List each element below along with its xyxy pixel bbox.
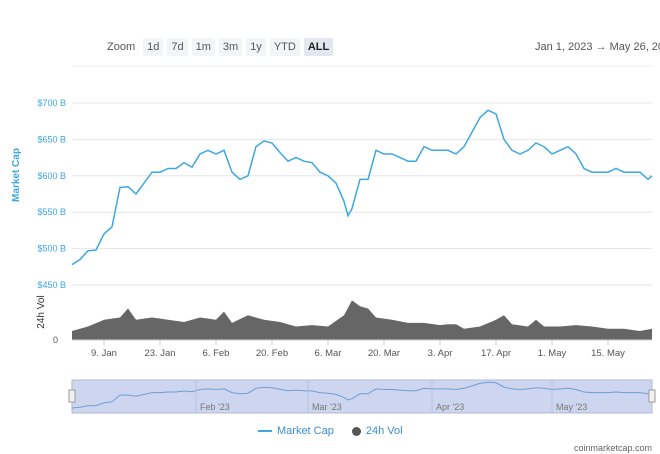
y-tick-label: $450 B — [37, 280, 66, 290]
line-icon — [258, 430, 272, 432]
x-tick-label: 1. May — [538, 348, 567, 359]
navigator-label: May '23 — [556, 402, 587, 412]
navigator-handle-left[interactable] — [68, 389, 76, 403]
legend-market-cap-label: Market Cap — [277, 425, 334, 437]
y-tick-label: $700 B — [37, 98, 66, 108]
legend-market-cap[interactable]: Market Cap — [258, 425, 334, 437]
x-tick-label: 23. Jan — [144, 348, 175, 359]
y-tick-label: $500 B — [37, 244, 66, 254]
legend-vol-label: 24h Vol — [365, 425, 403, 437]
zoom-ytd-button[interactable]: YTD — [269, 38, 300, 56]
y-axis-label: Market Cap — [11, 148, 22, 202]
y-tick-label: $600 B — [37, 171, 66, 181]
range-from[interactable]: Jan 1, 2023 — [535, 41, 593, 53]
navigator-window — [71, 379, 653, 414]
zoom-7d-button[interactable]: 7d — [167, 38, 188, 56]
x-tick-label: 20. Mar — [368, 348, 400, 359]
legend-24h-vol[interactable]: 24h Vol — [351, 425, 403, 437]
vol-axis-label: 24h Vol — [36, 295, 47, 328]
navigator-label: Feb '23 — [200, 402, 230, 412]
zoom-1m-button[interactable]: 1m — [191, 38, 215, 56]
navigator-handle-right[interactable] — [648, 389, 656, 403]
volume-area — [72, 300, 652, 340]
x-tick-label: 6. Feb — [203, 348, 230, 359]
x-tick-label: 3. Apr — [428, 348, 453, 359]
zoom-1d-button[interactable]: 1d — [143, 38, 164, 56]
x-tick-label: 15. May — [591, 348, 625, 359]
circle-icon — [351, 426, 361, 436]
vol-tick-label: 0 — [53, 335, 58, 345]
market-cap-line — [71, 109, 653, 266]
x-tick-label: 20. Feb — [256, 348, 288, 359]
zoom-label: Zoom — [107, 41, 136, 53]
navigator-label: Apr '23 — [436, 402, 464, 412]
legend: Market Cap 24h Vol — [258, 425, 403, 437]
zoom-all-button[interactable]: ALL — [303, 38, 334, 56]
navigator-label: Mar '23 — [312, 402, 342, 412]
x-tick-label: 17. Apr — [481, 348, 511, 359]
date-range: Jan 1, 2023 → May 26, 2023 — [535, 41, 660, 53]
x-tick-label: 9. Jan — [91, 348, 117, 359]
range-to[interactable]: May 26, 2023 — [609, 41, 660, 53]
y-tick-label: $650 B — [37, 134, 66, 144]
range-arrow: → — [595, 41, 607, 53]
y-tick-label: $550 B — [37, 207, 66, 217]
zoom-3m-button[interactable]: 3m — [218, 38, 243, 56]
zoom-1y-button[interactable]: 1y — [246, 38, 266, 56]
navigator-line — [71, 381, 653, 409]
zoom-bar: Zoom 1d 7d 1m 3m 1y YTD ALL — [103, 38, 334, 56]
x-tick-label: 6. Mar — [315, 348, 342, 359]
credit: coinmarketcap.com — [573, 443, 652, 453]
